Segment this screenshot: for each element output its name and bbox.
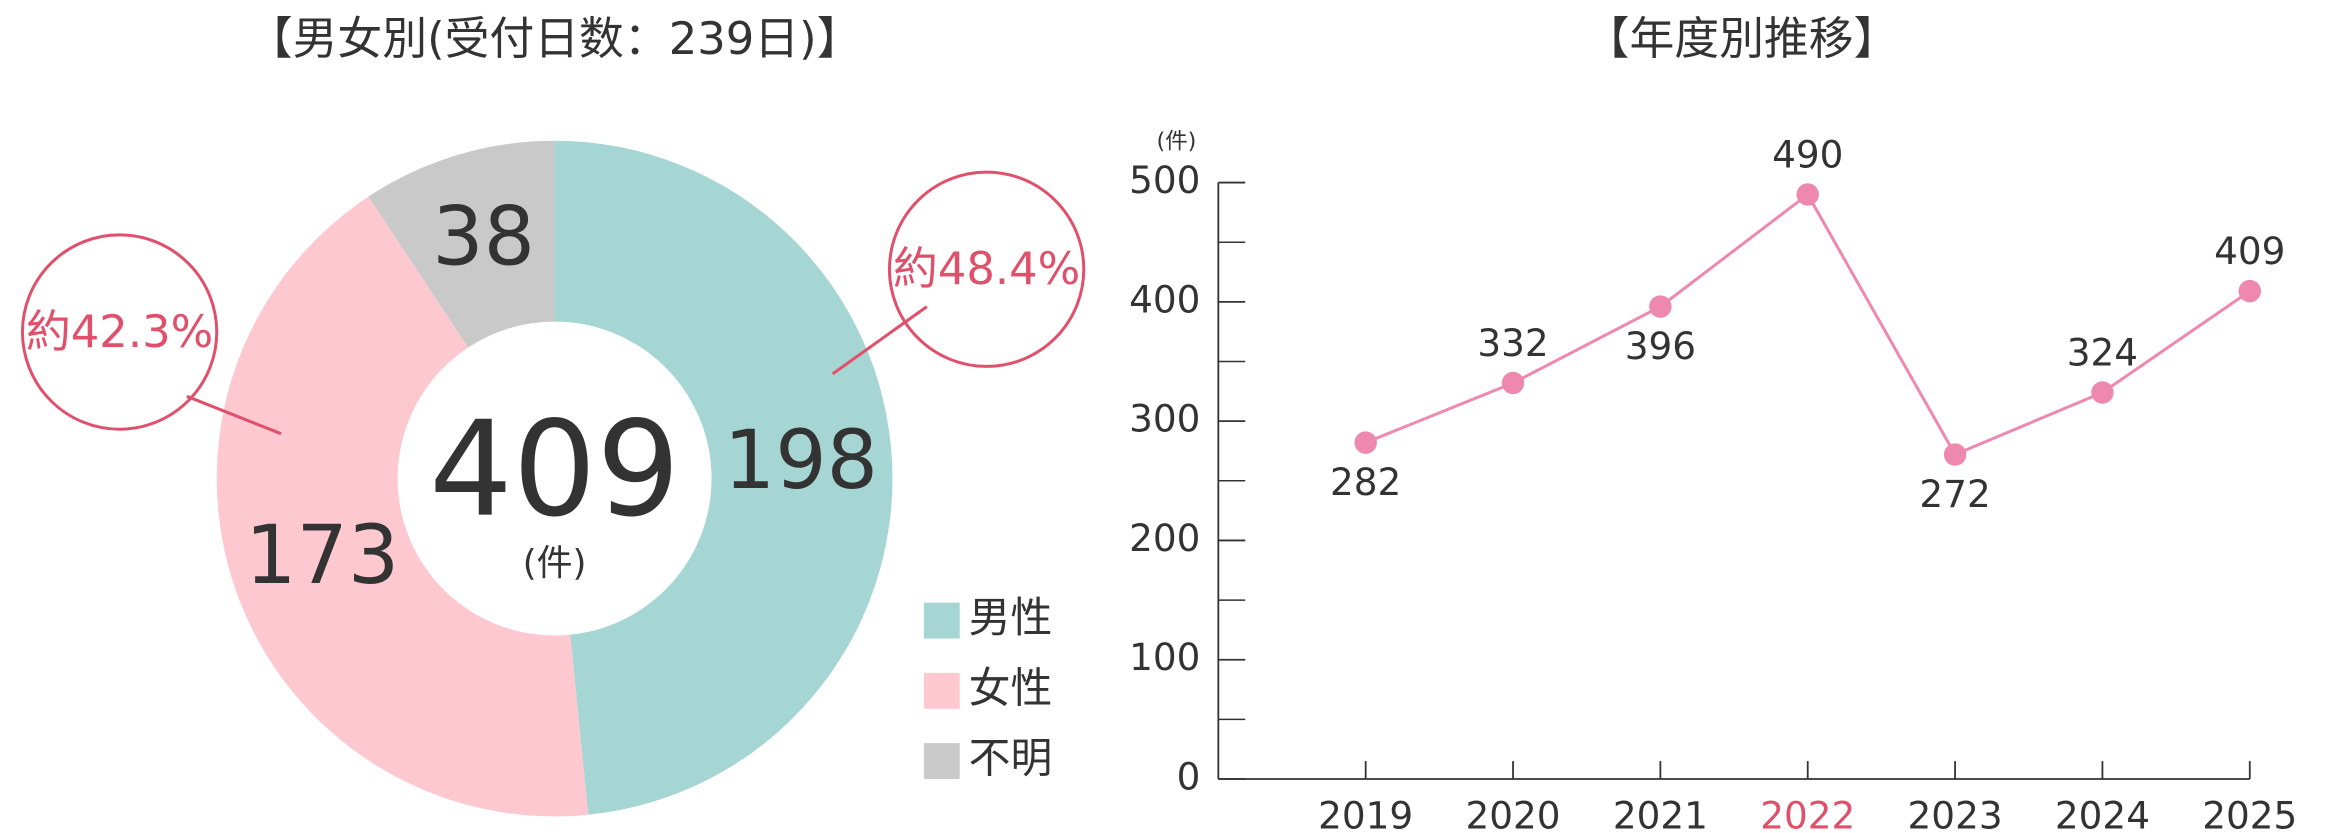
value-label: 396 [1625, 324, 1696, 368]
donut-title: 【男女別(受付日数：239日)】 [248, 12, 862, 65]
point [2091, 381, 2114, 404]
point [1501, 371, 1525, 395]
x-tick-label: 2023 [1908, 793, 2003, 833]
point [1796, 183, 1819, 206]
segment-label: 198 [724, 414, 878, 508]
value-label: 324 [2067, 331, 2138, 375]
value-label: 282 [1330, 460, 1401, 504]
segment-label: 38 [432, 190, 535, 284]
x-tick-label: 2025 [2202, 793, 2297, 833]
point [1943, 443, 1967, 466]
y-tick-label: 400 [1129, 277, 1200, 321]
y-axis-label: (件) [1157, 129, 1197, 155]
callout-label: 約42.3% [26, 305, 213, 358]
point [2238, 279, 2261, 303]
x-tick-label: 2020 [1465, 793, 1560, 833]
value-label: 490 [1772, 133, 1843, 177]
y-tick-label: 300 [1129, 397, 1200, 441]
point [1649, 295, 1672, 318]
callout-circle [887, 170, 1086, 368]
x-tick-label: 2021 [1613, 793, 1708, 833]
callout-line [831, 305, 928, 376]
x-tick-label: 2024 [2055, 793, 2150, 833]
segment-label: 173 [245, 509, 399, 603]
x-tick-label: 2019 [1318, 793, 1413, 833]
callout-line [186, 394, 282, 436]
donut-segment [216, 196, 589, 817]
callout-label: 約48.4% [893, 242, 1080, 295]
legend-swatch [923, 743, 960, 780]
y-tick-label: 0 [1177, 755, 1201, 799]
line-title: 【年度別推移】 [1585, 12, 1899, 65]
callout-circle [20, 233, 219, 431]
y-tick-label: 500 [1129, 158, 1200, 202]
legend-label: 男性 [969, 593, 1053, 642]
x-tick-label: 2022 [1760, 793, 1855, 833]
donut-segment [368, 140, 555, 348]
legend-swatch [923, 672, 960, 709]
value-label: 272 [1919, 472, 1990, 516]
y-tick-label: 100 [1129, 635, 1200, 679]
legend-label: 不明 [969, 734, 1053, 783]
total-unit: (件) [523, 543, 587, 584]
y-tick-label: 200 [1129, 516, 1200, 560]
donut-segment [554, 140, 893, 815]
total-value: 409 [429, 394, 680, 547]
legend-label: 女性 [969, 663, 1053, 712]
legend-swatch [923, 602, 960, 639]
value-label: 409 [2214, 229, 2285, 273]
value-label: 332 [1477, 321, 1548, 365]
point [1354, 431, 1377, 454]
